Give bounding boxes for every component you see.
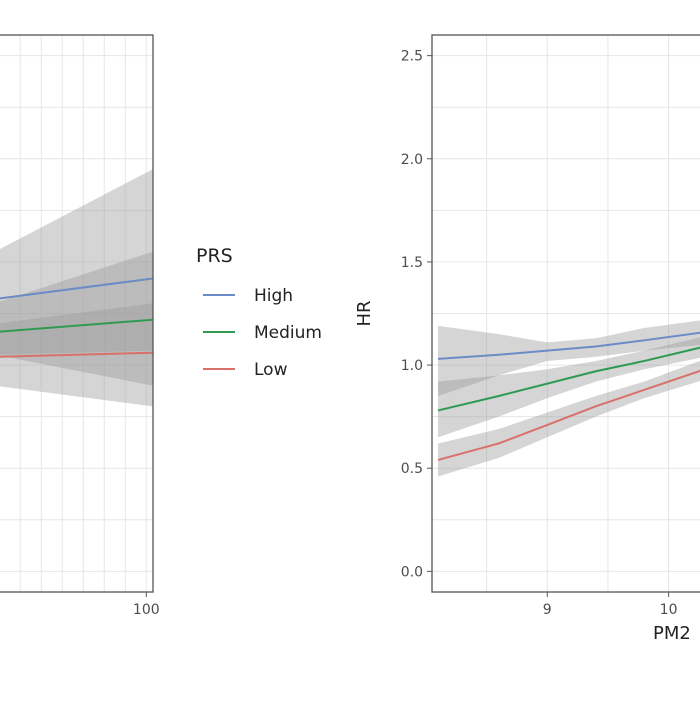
y-tick-label: 2.5 [401, 49, 423, 65]
legend-title: PRS [196, 245, 233, 267]
legend-items: High Medium Low [203, 286, 322, 380]
y-tick-label: 1.5 [401, 255, 423, 271]
confidence-band-high [438, 320, 700, 397]
series-line-high [437, 331, 700, 360]
grid [0, 35, 153, 592]
left-panel: 100 [0, 34, 160, 618]
y-tick-label: 2.0 [401, 152, 423, 168]
x-tick-label: 9 [543, 602, 552, 618]
legend-label-low: Low [254, 360, 288, 380]
y-axis-title: HR [354, 300, 375, 326]
grid [432, 35, 700, 592]
y-tick-label: 0.5 [401, 461, 423, 477]
y-tick-label: 1.0 [401, 358, 423, 374]
panel-border [0, 34, 154, 593]
legend-label-high: High [254, 286, 293, 306]
x-tick-label: 100 [133, 602, 160, 618]
legend-label-medium: Medium [254, 323, 322, 343]
panel-border [431, 34, 700, 593]
plot-area [437, 320, 700, 477]
x-axis-title: PM2 [653, 623, 691, 644]
right-panel: 9 10 0.0 0.5 1.0 1.5 2.0 2.5 HR PM2 [354, 34, 700, 644]
series-line-medium [0, 318, 153, 333]
series-line-low [437, 369, 700, 461]
legend: PRS High Medium Low [196, 245, 322, 380]
confidence-band-low [438, 360, 700, 477]
x-tick-label: 10 [660, 602, 678, 618]
y-tick-label: 0.0 [401, 564, 423, 580]
plot-area [0, 169, 153, 407]
series-line-high [0, 277, 153, 300]
series-line-medium [437, 346, 700, 412]
confidence-band-high [0, 169, 153, 386]
series-line-low [0, 351, 153, 358]
